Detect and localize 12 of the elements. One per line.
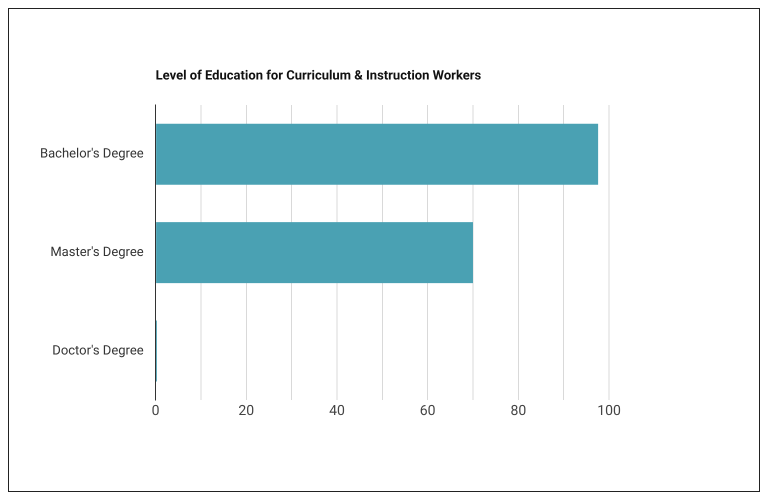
x-tick-label: 40 [329,403,345,420]
y-tick-label: Bachelor's Degree [40,146,144,162]
x-tick-label: 20 [238,403,254,420]
bar [156,222,473,284]
x-tick-label: 0 [152,403,160,420]
x-tick-label: 60 [420,403,436,420]
x-tick-label: 80 [510,403,526,420]
y-tick-label: Doctor's Degree [52,343,144,358]
y-tick-label: Master's Degree [50,244,144,260]
x-tick-label: 100 [597,403,621,420]
chart-title: Level of Education for Curriculum & Instruction Workers [156,68,482,84]
bar [156,124,598,185]
